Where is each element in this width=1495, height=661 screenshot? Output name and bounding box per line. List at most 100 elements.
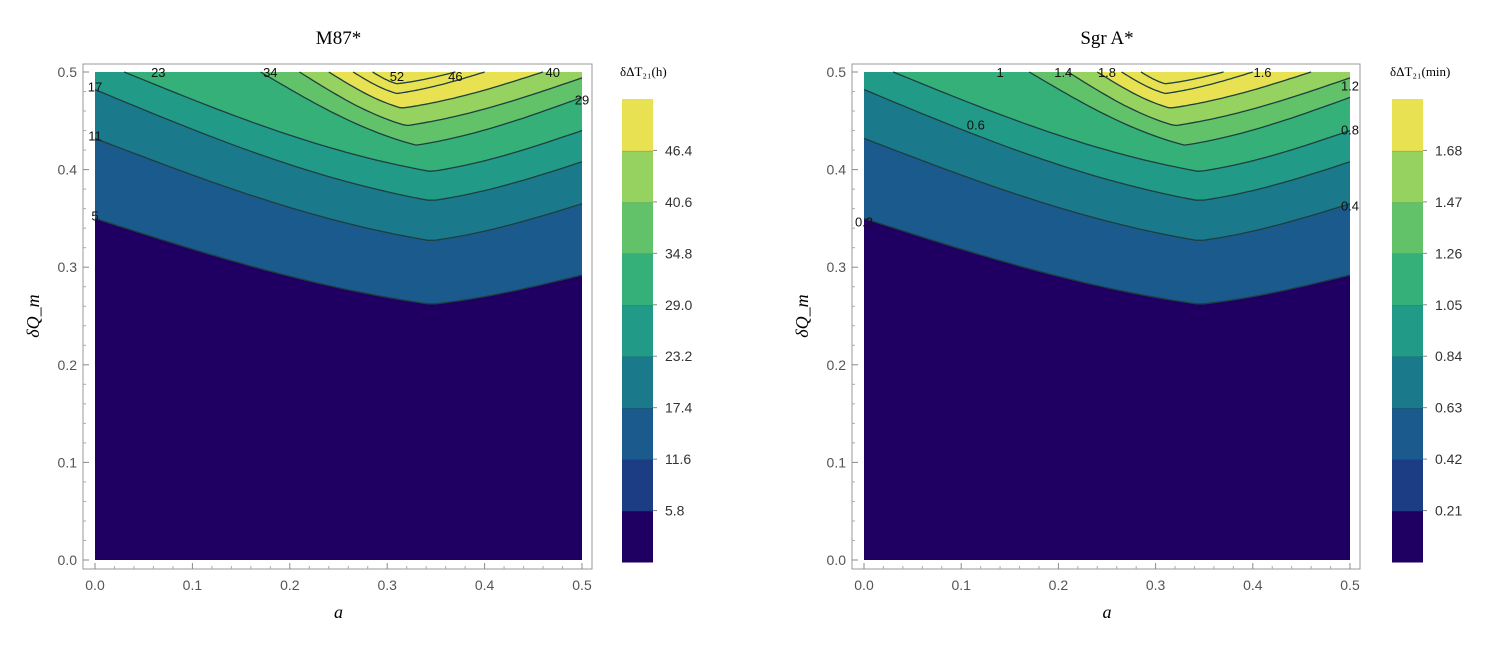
contour-label: 40 (546, 65, 560, 80)
contour-line (1096, 71, 1312, 109)
contour-label: 1.8 (1098, 65, 1116, 80)
colorbar-title: δΔT₂₁(min) (1390, 64, 1450, 79)
colorbar-swatch (622, 150, 653, 203)
contour-label: 1.2 (1341, 79, 1359, 94)
x-tick-label: 0.1 (183, 577, 203, 593)
colorbar-swatch (1392, 253, 1423, 306)
contour-label: 0.8 (1341, 123, 1359, 138)
colorbar-swatch (622, 407, 653, 460)
contour-label: 0.6 (967, 118, 985, 133)
y-tick-label: 0.2 (58, 357, 78, 373)
colorbar-tick-label: 17.4 (665, 400, 692, 416)
contour-label: 29 (575, 92, 589, 107)
x-tick-label: 0.2 (280, 577, 300, 593)
colorbar-tick-label: 29.0 (665, 297, 692, 313)
colorbar-swatch (622, 459, 653, 512)
colorbar-tick-label: 40.6 (665, 194, 692, 210)
y-axis-label: δQ_m (23, 294, 43, 337)
x-tick-label: 0.0 (854, 577, 874, 593)
contour-panel: 0.0 0.1 0.2 0.3 0.4 0.5 0.0 0.1 0.2 0.3 0.4 0.5 M87*… (23, 28, 692, 622)
y-tick-label: 0.0 (827, 552, 847, 568)
colorbar-swatch (1392, 99, 1423, 151)
region-fill (1141, 72, 1224, 84)
colorbar-swatch (1392, 459, 1423, 512)
contour-panel: 0.0 0.1 0.2 0.3 0.4 0.5 0.0 0.1 0.2 0.3 0.4 0.5 Sgr … (792, 28, 1462, 622)
y-tick-label: 0.2 (827, 357, 847, 373)
contour-line (328, 71, 544, 109)
contour-label: 34 (263, 65, 277, 80)
contour-line (123, 71, 583, 172)
colorbar-tick-label: 0.84 (1435, 348, 1462, 364)
colorbar-tick-label: 1.47 (1435, 194, 1462, 210)
colorbar-swatch (1392, 150, 1423, 203)
region-fill (864, 218, 1350, 560)
contour-label: 23 (151, 65, 165, 80)
x-tick-label: 0.1 (951, 577, 971, 593)
colorbar-tick-label: 0.42 (1435, 451, 1462, 467)
chart-title: M87* (316, 28, 361, 49)
colorbar-tick-label: 46.4 (665, 142, 692, 158)
contour-label: 11 (88, 128, 102, 143)
x-tick-label: 0.5 (1340, 577, 1360, 593)
colorbar-swatch (1392, 510, 1423, 563)
y-axis-label: δQ_m (792, 294, 812, 337)
contour-line (94, 88, 583, 201)
contour-label: 1.4 (1054, 65, 1072, 80)
contour-label: 46 (448, 69, 462, 84)
y-tick-label: 0.5 (827, 64, 847, 80)
colorbar-tick-label: 11.6 (665, 451, 691, 467)
contour-line (94, 137, 583, 241)
contour-label: 5 (91, 208, 98, 223)
plot-frame (82, 63, 593, 570)
colorbar-swatch (622, 356, 653, 409)
colorbar-tick-label: 0.63 (1435, 400, 1462, 416)
colorbar-tick-label: 1.68 (1435, 142, 1462, 158)
colorbar-swatch (622, 201, 653, 254)
contour-line (299, 71, 583, 127)
contour-line (863, 88, 1351, 201)
y-tick-label: 0.1 (827, 454, 847, 470)
colorbar-swatch (1392, 407, 1423, 460)
y-tick-label: 0.3 (58, 259, 78, 275)
contour-line (372, 71, 456, 85)
chart-title: Sgr A* (1080, 28, 1133, 49)
region-fill (95, 218, 582, 560)
y-tick-label: 0.1 (58, 454, 78, 470)
x-tick-label: 0.5 (572, 577, 592, 593)
colorbar-swatch (622, 510, 653, 563)
contour-label: 1 (996, 65, 1003, 80)
x-tick-label: 0.4 (475, 577, 495, 593)
colorbar-title: δΔT₂₁(h) (620, 64, 667, 79)
colorbar-tick-label: 34.8 (665, 245, 692, 261)
y-tick-label: 0.4 (58, 162, 78, 178)
colorbar-tick-label: 5.8 (665, 503, 685, 519)
colorbar-tick-label: 23.2 (665, 348, 692, 364)
colorbar-tick-label: 1.26 (1435, 245, 1462, 261)
region-fill (372, 72, 456, 84)
contour-label: 0.2 (855, 214, 873, 229)
contour-label: 17 (88, 80, 102, 95)
x-tick-label: 0.4 (1243, 577, 1263, 593)
colorbar-swatch (1392, 304, 1423, 357)
x-tick-label: 0.0 (85, 577, 105, 593)
y-tick-label: 0.4 (827, 162, 847, 178)
contour-line (1121, 71, 1253, 95)
y-tick-label: 0.3 (827, 259, 847, 275)
colorbar-swatch (622, 253, 653, 306)
contour-line (892, 71, 1351, 172)
x-axis-label: a (1103, 602, 1112, 622)
contour-line (1140, 71, 1224, 85)
x-tick-label: 0.3 (1146, 577, 1166, 593)
contour-line (352, 71, 485, 95)
plot-frame (851, 63, 1361, 570)
contour-label: 1.6 (1253, 65, 1271, 80)
colorbar-tick-label: 1.05 (1435, 297, 1462, 313)
contour-label: 52 (390, 69, 404, 84)
contour-label: 0.4 (1341, 199, 1359, 214)
contour-line (260, 71, 583, 146)
colorbar-swatch (622, 304, 653, 357)
contour-line (1028, 71, 1351, 146)
colorbar-tick-label: 0.21 (1435, 503, 1462, 519)
colorbar-swatch (622, 99, 653, 151)
